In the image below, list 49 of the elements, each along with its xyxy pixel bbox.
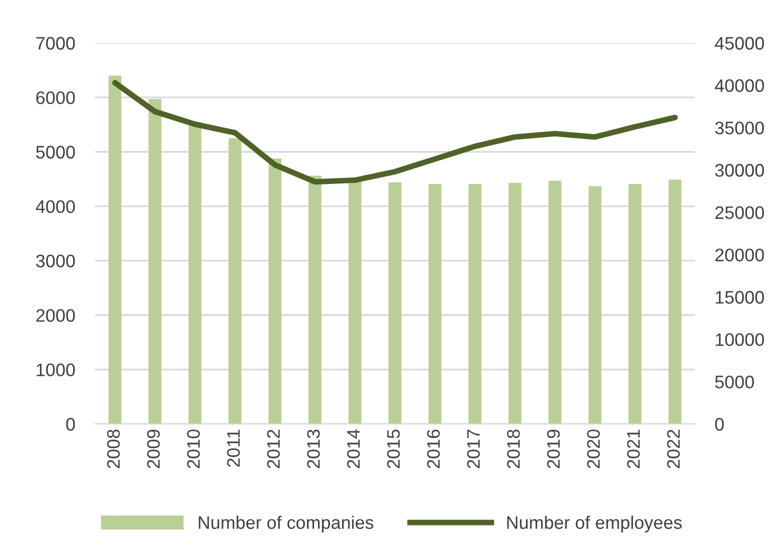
bar: [428, 184, 442, 424]
bar: [508, 182, 522, 424]
y2-tick-label: 30000: [715, 164, 764, 177]
legend-label: Number of employees: [507, 516, 682, 533]
y-tick-label: 4000: [36, 200, 75, 214]
y2-tick-label: 25000: [715, 206, 764, 220]
bar: [228, 138, 242, 424]
legend-label: Number of companies: [198, 516, 374, 533]
y2-tick-label: 20000: [715, 248, 764, 262]
x-tick-label: 2008: [107, 430, 120, 468]
bar: [308, 176, 322, 424]
y2-tick-label: 0: [715, 418, 724, 431]
x-tick-label: 2012: [267, 430, 280, 468]
bar: [268, 158, 282, 424]
bar: [628, 184, 642, 424]
y-tick-label: 2000: [36, 309, 75, 322]
y-tick-label: 3000: [36, 254, 75, 268]
y2-tick-label: 45000: [714, 36, 764, 50]
x-tick-label: 2015: [387, 430, 400, 468]
x-tick-label: 2010: [187, 430, 200, 468]
y2-tick-label: 15000: [716, 290, 764, 304]
x-tick-label: 2017: [467, 430, 480, 468]
y-tick-label: 0: [66, 418, 75, 431]
x-tick-label: 2021: [627, 430, 640, 468]
x-tick-label: 2018: [507, 430, 520, 468]
x-tick-label: 2011: [227, 430, 240, 467]
bar: [468, 184, 482, 424]
x-tick-label: 2020: [587, 430, 600, 468]
y2-tick-label: 5000: [715, 376, 754, 388]
bar: [108, 76, 122, 424]
x-tick-label: 2019: [547, 430, 560, 468]
y-tick-label: 7000: [36, 36, 75, 50]
y-tick-label: 6000: [36, 91, 75, 104]
bar: [388, 182, 402, 424]
bar: [668, 180, 682, 424]
y-tick-label: 1000: [36, 364, 75, 376]
x-tick-label: 2014: [347, 429, 360, 468]
y2-tick-label: 10000: [716, 333, 764, 346]
x-tick-label: 2013: [307, 430, 320, 468]
y-tick-label: 5000: [36, 146, 75, 159]
y2-tick-label: 35000: [715, 122, 764, 134]
bar: [188, 122, 202, 424]
bar: [148, 99, 162, 424]
x-tick-label: 2016: [427, 430, 440, 468]
bar: [548, 180, 562, 424]
x-tick-label: 2009: [147, 430, 160, 468]
y2-tick-label: 40000: [714, 79, 764, 92]
x-tick-label: 2022: [667, 430, 680, 468]
bar: [588, 186, 602, 424]
